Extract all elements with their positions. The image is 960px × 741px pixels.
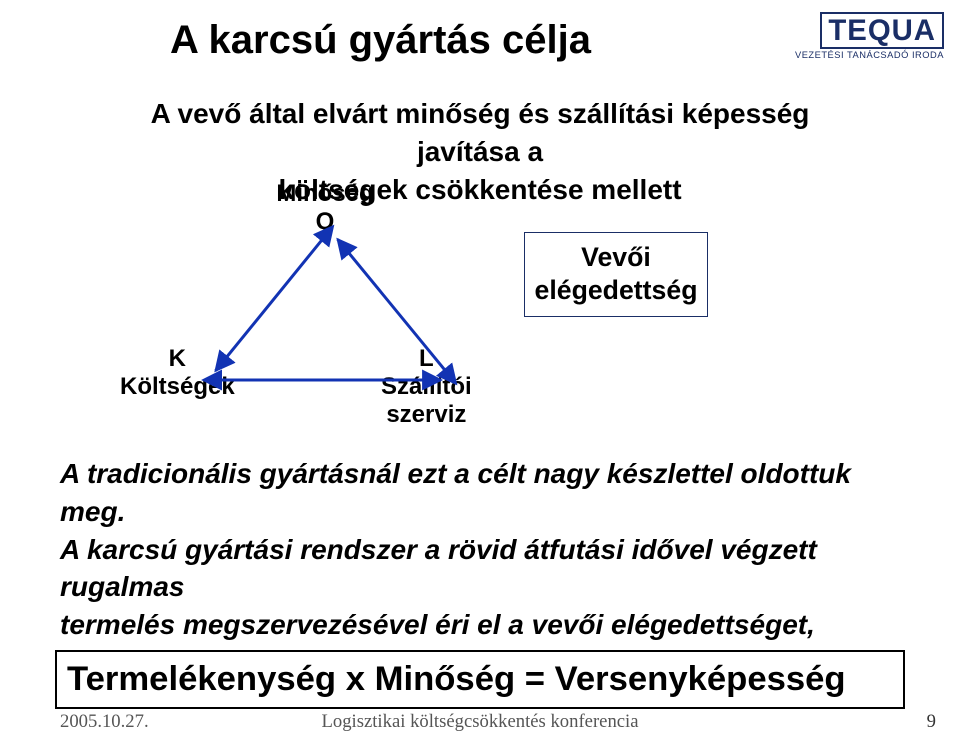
result-box: Vevői elégedettség — [524, 232, 708, 317]
subtitle-line-1: A vevő által elvárt minőség és szállítás… — [151, 98, 810, 167]
slide-title: A karcsú gyártás célja — [170, 18, 591, 63]
vertex-q-word: Minőség — [265, 180, 385, 208]
result-line-2: elégedettség — [535, 275, 698, 305]
vertex-q-label: Minőség Q — [265, 180, 385, 236]
result-line-1: Vevői — [581, 242, 651, 272]
footer-center: Logisztikai költségcsökkentés konferenci… — [0, 711, 960, 733]
brand-logo-subtitle: VEZETÉSI TANÁCSADÓ IRODA — [795, 51, 944, 60]
footer-page-number: 9 — [927, 711, 936, 733]
slide: A karcsú gyártás célja TEQUA VEZETÉSI TA… — [0, 0, 960, 741]
body-sentence-1: A tradicionális gyártásnál ezt a célt na… — [60, 458, 851, 527]
formula-box: Termelékenység x Minőség = Versenyképess… — [55, 650, 905, 709]
body-sentence-2a: A karcsú gyártási rendszer a rövid átfut… — [60, 534, 817, 603]
formula-text: Termelékenység x Minőség = Versenyképess… — [67, 660, 846, 698]
body-text: A tradicionális gyártásnál ezt a célt na… — [60, 455, 900, 682]
triangle-svg — [180, 230, 480, 410]
brand-logo-name: TEQUA — [820, 12, 944, 49]
brand-logo: TEQUA VEZETÉSI TANÁCSADÓ IRODA — [795, 12, 944, 61]
triangle-diagram: Minőség Q K Költségek L Szállítói szervi… — [60, 180, 680, 440]
body-sentence-2b: termelés megszervezésével éri el a vevői… — [60, 609, 815, 640]
